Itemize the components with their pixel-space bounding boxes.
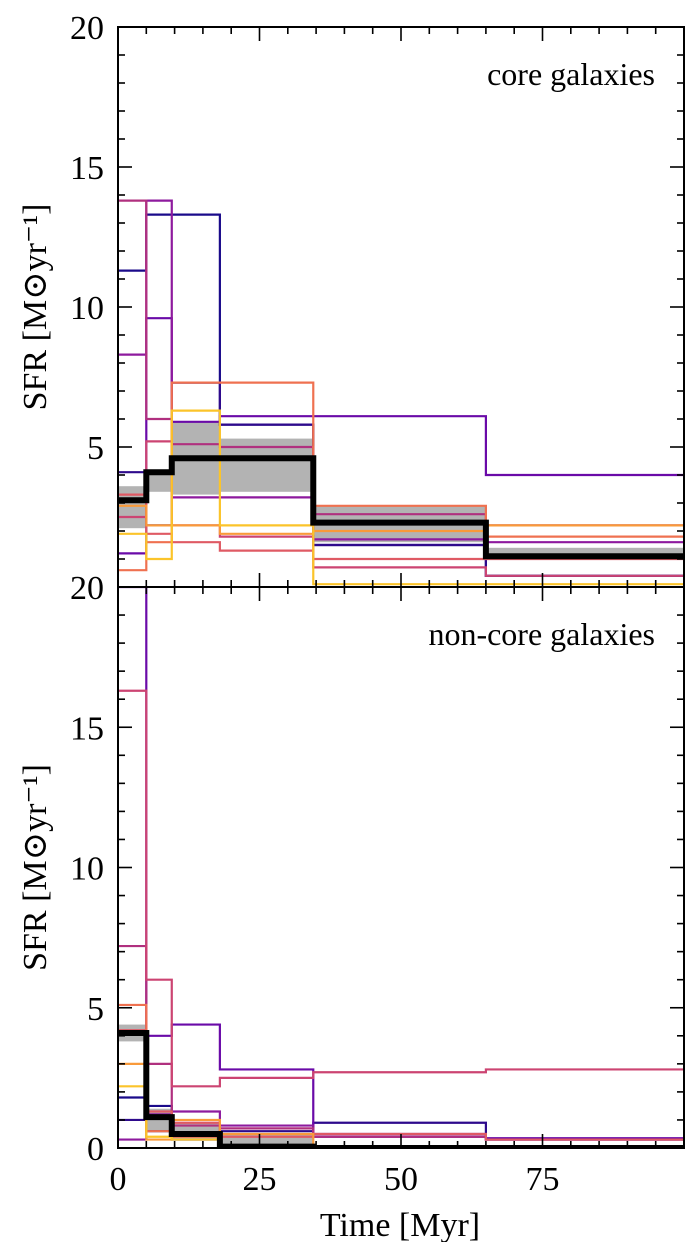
y-tick-label: 20 bbox=[70, 570, 104, 607]
x-tick-label: 75 bbox=[526, 1161, 560, 1198]
galaxy-sfh-line-6 bbox=[118, 689, 684, 1088]
plot-area bbox=[118, 199, 684, 586]
panel-title: non-core galaxies bbox=[428, 616, 655, 652]
median-sfh-line bbox=[118, 455, 684, 560]
y-tick-label: 5 bbox=[87, 991, 104, 1028]
x-axis-label: Time [Myr] bbox=[320, 1207, 480, 1242]
panel-frame bbox=[117, 586, 685, 1149]
non-core-galaxies-panel: 0 5 10 15 20 SFR [M⊙yr⁻¹] non-core galaxies bbox=[17, 570, 685, 1168]
y-axis-label: SFR [M⊙yr⁻¹] bbox=[17, 764, 54, 971]
uncertainty-band-segment bbox=[118, 486, 147, 529]
panel-title: core galaxies bbox=[487, 56, 655, 92]
y-tick-label: 5 bbox=[87, 430, 104, 467]
x-tick-label: 25 bbox=[243, 1161, 277, 1198]
y-tick-label: 15 bbox=[70, 710, 104, 747]
panel-frame bbox=[117, 26, 685, 588]
y-tick-label: 10 bbox=[70, 851, 104, 888]
galaxy-sfh-line-3 bbox=[118, 587, 684, 1140]
plot-area bbox=[118, 587, 684, 1148]
y-axis-label: SFR [M⊙yr⁻¹] bbox=[17, 204, 54, 411]
y-tick-label: 20 bbox=[70, 10, 104, 47]
y-tick-label: 10 bbox=[70, 290, 104, 327]
core-galaxies-panel: 5 10 15 20 SFR [M⊙yr⁻¹] core galaxies bbox=[17, 10, 685, 588]
median-sfh-line bbox=[118, 1029, 684, 1148]
galaxy-sfh-line-10 bbox=[118, 409, 684, 586]
x-tick-label: 0 bbox=[110, 1161, 127, 1198]
y-tick-label: 15 bbox=[70, 150, 104, 187]
y-tick-label: 0 bbox=[87, 1131, 104, 1168]
x-tick-label: 50 bbox=[384, 1161, 418, 1198]
